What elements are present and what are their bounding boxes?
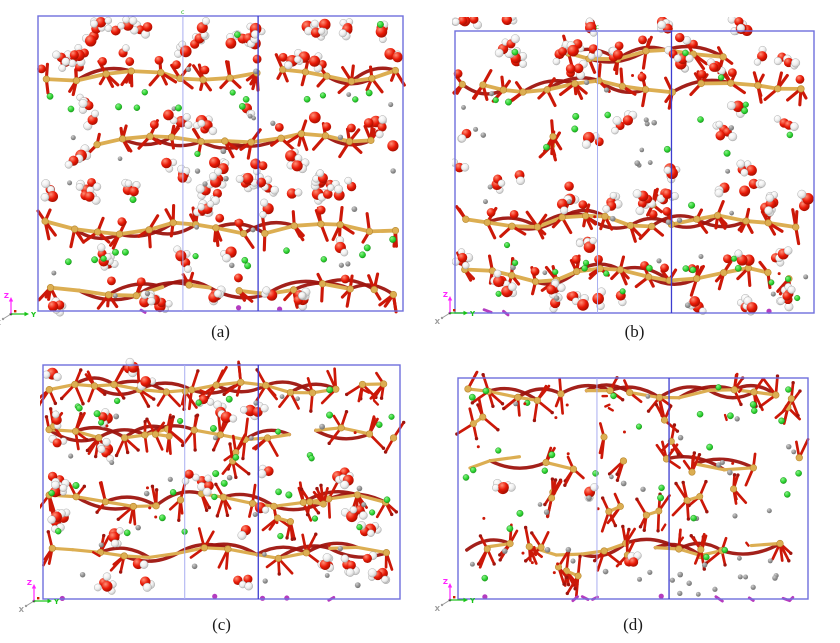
axis-x-label: X — [435, 318, 441, 326]
caption-d: (d) — [623, 615, 643, 634]
cell-axis-label: c — [181, 8, 185, 16]
simulation-box-b — [454, 30, 815, 314]
axis-triad: Z Y X — [19, 579, 60, 614]
caption-c: (c) — [212, 615, 231, 634]
cell-axis-label: c — [596, 23, 600, 31]
axis-z-label: Z — [27, 579, 32, 587]
axis-triad: Z Y X — [435, 578, 476, 613]
simulation-box-c — [42, 364, 401, 600]
axis-x-label: X — [0, 319, 2, 327]
simulation-box-d — [457, 377, 809, 600]
caption-a: (a) — [211, 322, 230, 341]
simulation-box-a — [37, 15, 404, 312]
panel-d-scene: Z Y X — [435, 370, 810, 613]
axis-triad: Z Y X — [435, 291, 476, 326]
axis-y-label: Y — [469, 310, 476, 318]
axis-triad: Z Y X — [0, 292, 37, 327]
axis-x-label: X — [435, 605, 441, 613]
axis-x-label: X — [19, 606, 25, 614]
axis-z-label: Z — [443, 578, 448, 586]
panel-c-scene: Z Y X — [19, 357, 406, 614]
caption-b: (b) — [624, 322, 645, 341]
panel-b-scene: c Z Y X — [435, 17, 815, 326]
axis-z-label: Z — [4, 292, 9, 300]
axis-z-label: Z — [443, 291, 448, 299]
axis-y-label: Y — [53, 598, 60, 606]
panel-a-scene: c Z Y X — [0, 8, 406, 327]
axis-y-label: Y — [469, 597, 476, 605]
axis-y-label: Y — [30, 311, 37, 319]
